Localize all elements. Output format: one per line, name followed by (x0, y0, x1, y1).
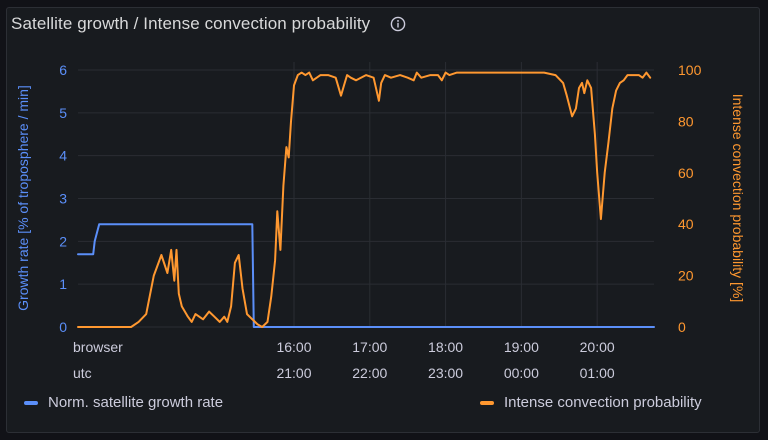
y-right-tick-label: 40 (678, 216, 694, 232)
x-tick-label: 01:00 (580, 365, 615, 381)
x-tick-label: 21:00 (276, 365, 311, 381)
legend-item-growth-rate[interactable]: Norm. satellite growth rate (24, 394, 223, 411)
y-left-tick-label: 2 (59, 233, 67, 249)
x-tick-label: 19:00 (504, 339, 539, 355)
x-tick-label: 18:00 (428, 339, 463, 355)
y-left-tick-label: 0 (59, 319, 67, 335)
legend-label-convection-probability: Intense convection probability (504, 394, 702, 411)
panel-header: Satellite growth / Intense convection pr… (11, 12, 406, 36)
legend-label-growth-rate: Norm. satellite growth rate (48, 394, 224, 411)
x-axis-timezone-label: utc (73, 365, 92, 381)
y-left-tick-label: 3 (59, 191, 67, 207)
legend-swatch-growth-rate (24, 400, 38, 405)
x-tick-label: 20:00 (580, 339, 615, 355)
y-right-tick-label: 20 (678, 268, 694, 284)
legend: Norm. satellite growth rate Intense conv… (0, 394, 768, 416)
panel-title: Satellite growth / Intense convection pr… (11, 14, 371, 33)
x-tick-label: 23:00 (428, 365, 463, 381)
x-tick-label: 16:00 (276, 339, 311, 355)
series-line-convection-probability (77, 71, 652, 328)
x-tick-label: 17:00 (352, 339, 387, 355)
x-axis-timezone-label: browser (73, 339, 123, 355)
legend-swatch-convection-probability (480, 400, 494, 405)
x-tick-label: 22:00 (352, 365, 387, 381)
y-right-tick-label: 80 (678, 113, 694, 129)
y-right-tick-label: 100 (678, 62, 702, 78)
y-left-tick-label: 4 (59, 148, 67, 164)
y-right-tick-label: 0 (678, 319, 686, 335)
x-tick-label: 00:00 (504, 365, 539, 381)
y-left-tick-label: 6 (59, 62, 67, 78)
y-right-axis-label: Intense convection probability [%] (730, 94, 746, 303)
series-line-growth-rate (77, 223, 655, 328)
y-left-tick-label: 1 (59, 276, 67, 292)
legend-item-convection-probability[interactable]: Intense convection probability (480, 394, 702, 411)
info-circle-icon[interactable] (390, 16, 406, 32)
y-left-axis-label: Growth rate [% of troposphere / min] (15, 85, 31, 311)
y-right-tick-label: 60 (678, 165, 694, 181)
y-left-tick-label: 5 (59, 105, 67, 121)
